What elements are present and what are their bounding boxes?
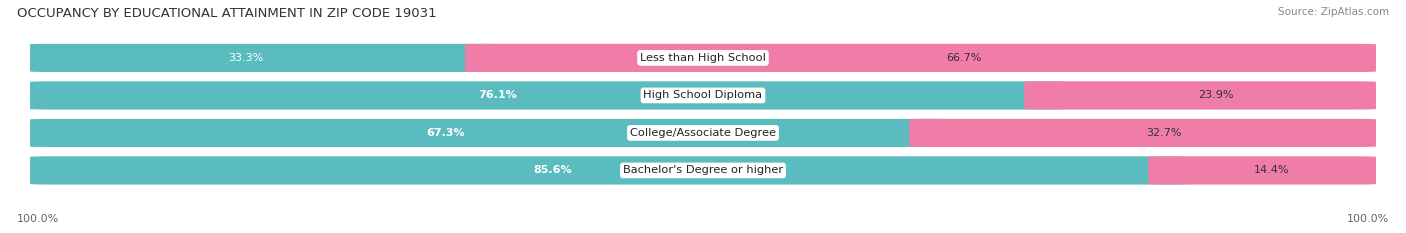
Text: 100.0%: 100.0% (1347, 214, 1389, 224)
Text: 67.3%: 67.3% (426, 128, 465, 138)
FancyBboxPatch shape (30, 119, 1376, 147)
FancyBboxPatch shape (30, 44, 505, 72)
Text: 32.7%: 32.7% (1146, 128, 1181, 138)
Text: High School Diploma: High School Diploma (644, 90, 762, 100)
Text: Source: ZipAtlas.com: Source: ZipAtlas.com (1278, 7, 1389, 17)
FancyBboxPatch shape (1149, 156, 1376, 185)
Text: College/Associate Degree: College/Associate Degree (630, 128, 776, 138)
FancyBboxPatch shape (30, 81, 1064, 110)
Text: 14.4%: 14.4% (1254, 165, 1289, 175)
Text: 23.9%: 23.9% (1198, 90, 1233, 100)
FancyBboxPatch shape (30, 119, 949, 147)
FancyBboxPatch shape (465, 44, 1376, 72)
Text: Bachelor's Degree or higher: Bachelor's Degree or higher (623, 165, 783, 175)
Text: Less than High School: Less than High School (640, 53, 766, 63)
FancyBboxPatch shape (30, 44, 1376, 72)
Text: OCCUPANCY BY EDUCATIONAL ATTAINMENT IN ZIP CODE 19031: OCCUPANCY BY EDUCATIONAL ATTAINMENT IN Z… (17, 7, 436, 20)
FancyBboxPatch shape (30, 156, 1188, 185)
Text: 85.6%: 85.6% (534, 165, 572, 175)
FancyBboxPatch shape (910, 119, 1376, 147)
FancyBboxPatch shape (30, 156, 1376, 185)
FancyBboxPatch shape (30, 81, 1376, 110)
Text: 100.0%: 100.0% (17, 214, 59, 224)
Text: 66.7%: 66.7% (946, 53, 981, 63)
FancyBboxPatch shape (1024, 81, 1376, 110)
Text: 76.1%: 76.1% (478, 90, 516, 100)
Text: 33.3%: 33.3% (228, 53, 263, 63)
